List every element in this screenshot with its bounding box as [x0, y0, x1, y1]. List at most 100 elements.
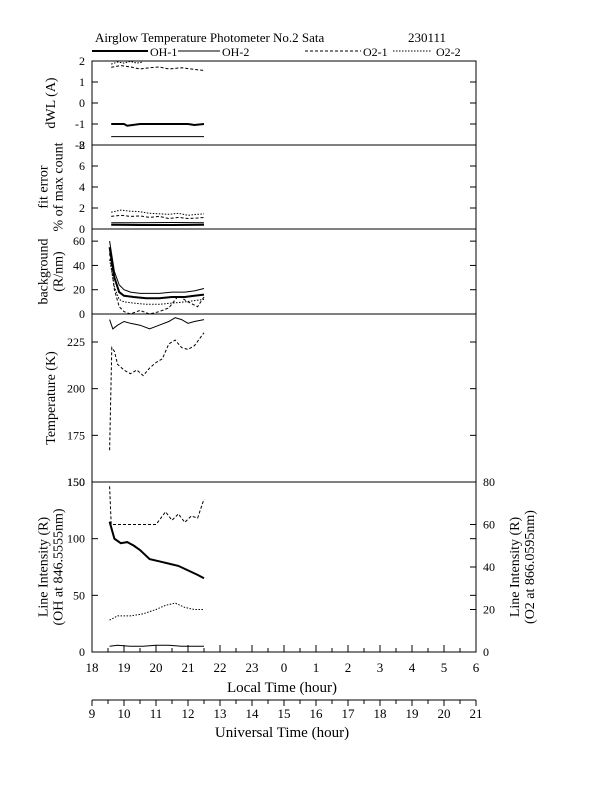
- x-tick-label: 18: [374, 706, 387, 721]
- y-tick-label: 200: [67, 382, 85, 396]
- panel-frame: [91, 313, 477, 483]
- y-tick-label-right: 0: [483, 645, 489, 659]
- y-axis-label: background: [37, 238, 52, 304]
- y-axis-label: Temperature (K): [44, 351, 59, 445]
- x-tick-label: 18: [86, 660, 99, 675]
- panel-dwl: 2 1 0 -1 -2 dWL (A): [44, 54, 477, 152]
- series-oh-1: [111, 123, 205, 127]
- y-tick-label-right: 80: [483, 475, 495, 489]
- series-oh-1: [108, 247, 205, 300]
- y-tick-label: 225: [67, 335, 85, 349]
- x-tick-label: 13: [214, 706, 227, 721]
- series-o2-1: [111, 214, 205, 220]
- x-tick-label: 6: [473, 660, 480, 675]
- series-o2-1: [111, 65, 205, 71]
- series-oh-2: [109, 317, 205, 330]
- x-tick-label: 21: [182, 660, 195, 675]
- y-tick-label: 0: [79, 307, 85, 321]
- y-axis-label: fit error: [37, 165, 52, 208]
- x-tick-label: 14: [246, 706, 260, 721]
- x-axis-universal-time: 9 10 11 12 13 14 15 16 17 18 19 20 21: [89, 699, 483, 721]
- x-tick-label: 1: [313, 660, 320, 675]
- y-tick-label: -2: [75, 138, 85, 152]
- legend-label-o2-1: O2-1: [363, 45, 388, 59]
- x-tick-label: 22: [214, 660, 227, 675]
- series-o2-1: [109, 486, 205, 525]
- y-tick-label: 2: [79, 201, 85, 215]
- y-axis-label-right: (O2 at 866.0595nm): [523, 510, 538, 624]
- x-tick-label: 15: [278, 706, 291, 721]
- panel-bg: 60 40 20 0 background (R/nm): [37, 228, 477, 321]
- y-axis-label: Line Intensity (R): [37, 517, 52, 618]
- legend-label-oh-1: OH-1: [150, 45, 177, 59]
- series-o2-2: [111, 60, 144, 65]
- panel-frame: [91, 144, 477, 230]
- y-axis-label: (R/nm): [52, 251, 67, 292]
- y-tick-label: -1: [75, 117, 85, 131]
- y-tick-label: 2: [79, 54, 85, 68]
- panel-frame: [91, 481, 477, 653]
- x-tick-label: 21: [470, 706, 483, 721]
- x-tick-label: 3: [377, 660, 384, 675]
- y-tick-label: 4: [79, 180, 85, 194]
- y-tick-label: 0: [79, 222, 85, 236]
- panel-frame: [91, 228, 477, 315]
- y-tick-label: 6: [79, 159, 85, 173]
- y-tick-label: 8: [79, 138, 85, 152]
- panel-temp: 225 200 175 150 Temperature (K): [44, 313, 477, 489]
- y-tick-label: 40: [73, 258, 85, 272]
- chart-title: Airglow Temperature Photometer No.2 Sata: [95, 30, 325, 45]
- y-tick-label-right: 20: [483, 603, 495, 617]
- x-tick-label: 19: [118, 660, 131, 675]
- y-tick-label-right: 60: [483, 518, 495, 532]
- y-tick-label: 20: [73, 283, 85, 297]
- x-axis-local-label: Local Time (hour): [227, 680, 337, 696]
- chart-date: 230111: [408, 30, 446, 45]
- x-tick-label: 2: [345, 660, 352, 675]
- y-tick-label: 100: [67, 532, 85, 546]
- y-tick-label: 0: [79, 96, 85, 110]
- y-tick-label: 1: [79, 75, 85, 89]
- x-tick-label: 20: [150, 660, 163, 675]
- legend: OH-1 OH-2 O2-1 O2-2: [92, 45, 461, 59]
- panel-frame: [91, 60, 477, 146]
- y-tick-label: 150: [67, 475, 85, 489]
- y-tick-label: 150: [67, 475, 85, 489]
- y-axis-label-right: Line Intensity (R): [508, 517, 523, 618]
- x-axis-ut-label: Universal Time (hour): [215, 725, 349, 741]
- x-tick-label: 0: [281, 660, 288, 675]
- y-tick-label: 175: [67, 428, 85, 442]
- x-axis-local-time: 18 19 20 21 22 23 0 1 2 3 4 5 6: [86, 645, 480, 675]
- x-tick-label: 9: [89, 706, 96, 721]
- y-axis-label: % of max count: [52, 142, 67, 231]
- x-tick-label: 19: [406, 706, 419, 721]
- y-axis-label: (OH at 846.5555nm): [52, 508, 67, 625]
- y-tick-label: 60: [73, 234, 85, 248]
- x-tick-label: 16: [310, 706, 324, 721]
- legend-label-o2-2: O2-2: [436, 45, 461, 59]
- x-tick-label: 12: [182, 706, 195, 721]
- y-tick-label: 50: [73, 588, 85, 602]
- panel-fiterr: 8 6 4 2 0 fit error% of max count: [37, 138, 477, 236]
- y-tick-label: 0: [79, 645, 85, 659]
- x-tick-label: 20: [438, 706, 451, 721]
- x-tick-label: 4: [409, 660, 416, 675]
- series-o2-2: [111, 209, 205, 216]
- series-o2-1: [109, 253, 205, 315]
- x-tick-label: 17: [342, 706, 356, 721]
- x-tick-label: 10: [118, 706, 131, 721]
- x-tick-label: 5: [441, 660, 448, 675]
- y-tick-label-right: 40: [483, 560, 495, 574]
- x-tick-label: 23: [246, 660, 259, 675]
- x-tick-label: 11: [150, 706, 163, 721]
- y-axis-label: dWL (A): [44, 77, 59, 129]
- series-o2-2: [109, 602, 204, 621]
- series-o2-2: [109, 259, 205, 305]
- series-oh-2: [109, 241, 205, 294]
- series-oh-1: [108, 521, 205, 580]
- legend-label-oh-2: OH-2: [222, 45, 249, 59]
- series-o2-1: [109, 332, 205, 451]
